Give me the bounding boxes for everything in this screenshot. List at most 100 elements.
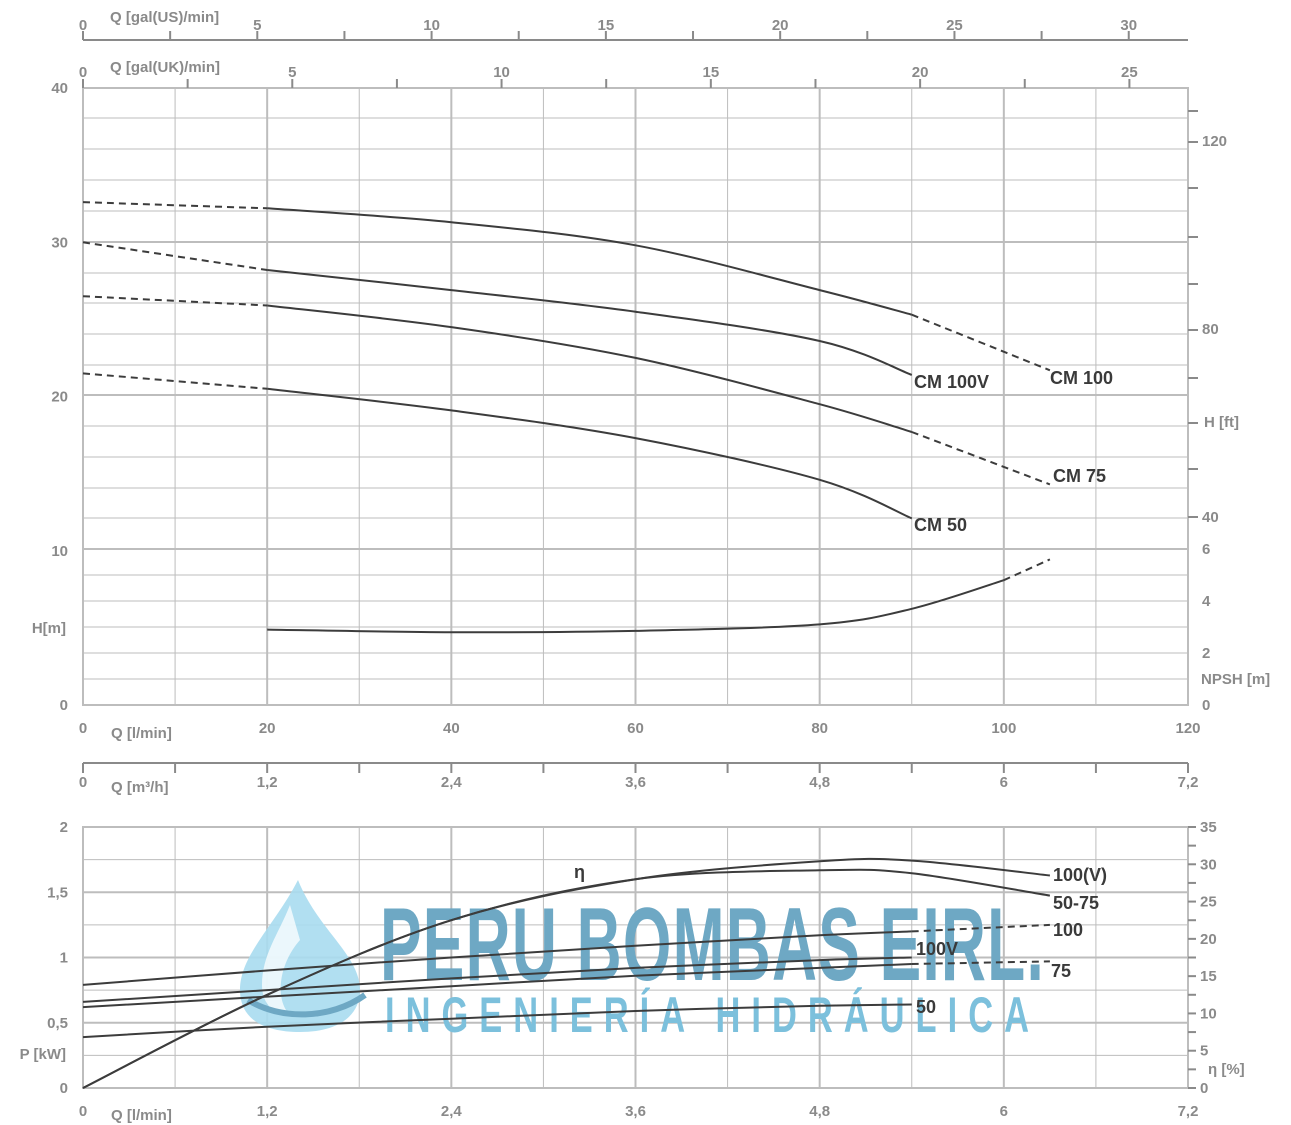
bottom-tick-label: 80 xyxy=(811,720,828,737)
right-head-axis-label: H [ft] xyxy=(1204,414,1239,431)
left-tick-label: 10 xyxy=(51,543,68,560)
left-tick-label: 40 xyxy=(51,80,68,97)
power-tick-label: 0 xyxy=(60,1080,68,1097)
bottom-tick-label: 120 xyxy=(1175,720,1200,737)
logo-wave xyxy=(246,992,367,1018)
curve-label-cm-100: CM 100 xyxy=(1050,368,1113,388)
left-tick-label: 20 xyxy=(51,389,68,406)
curve-label-cm-75: CM 75 xyxy=(1053,466,1106,486)
top-us-axis-label: Q [gal(US)/min] xyxy=(110,9,219,26)
curve2-label-100v: 100(V) xyxy=(1053,865,1107,885)
eff-tick-label: 30 xyxy=(1200,856,1217,873)
left-tick-label: 30 xyxy=(51,234,68,251)
top-uk-axis-label: Q [gal(UK)/min] xyxy=(110,59,220,76)
eff-tick-label: 15 xyxy=(1200,968,1217,985)
m3h-tick-label: 1,2 xyxy=(257,774,278,791)
head-curve-cm-100v xyxy=(267,269,913,376)
eff-tick-label: 25 xyxy=(1200,894,1217,911)
curve-label-cm-100v: CM 100V xyxy=(914,372,989,392)
top-us-tick-label: 5 xyxy=(253,17,261,34)
head-curve-cm-75 xyxy=(267,304,913,433)
watermark: PERU BOMBAS EIRL.INGENIERÍA HIDRÁULICA xyxy=(240,880,1043,1043)
top-us-tick-label: 30 xyxy=(1120,17,1137,34)
bottom2-tick-label: 7,2 xyxy=(1178,1103,1199,1120)
curve2-label-100: 100 xyxy=(1053,920,1083,940)
right-head-tick-label: 40 xyxy=(1202,509,1219,526)
npsh-tick-label: 2 xyxy=(1202,645,1210,662)
axes xyxy=(82,31,1198,1089)
top-us-tick-label: 10 xyxy=(423,17,440,34)
top-us-tick-label: 15 xyxy=(598,17,615,34)
power-curve-100 xyxy=(82,930,912,986)
bottom2-axis-label: Q [l/min] xyxy=(111,1107,172,1124)
head-curve-cm-100-dashed-end xyxy=(911,313,1051,372)
npsh-tick-label: 0 xyxy=(1202,697,1210,714)
head-curve-cm-75-dashed-end xyxy=(911,431,1051,486)
top-us-tick-label: 0 xyxy=(79,17,87,34)
bottom2-tick-label: 1,2 xyxy=(257,1103,278,1120)
npsh-axis-label: NPSH [m] xyxy=(1201,671,1270,688)
bottom-axis-label: Q [l/min] xyxy=(111,725,172,742)
right-head-tick-label: 80 xyxy=(1202,321,1219,338)
power-axis-label: P [kW] xyxy=(20,1046,66,1063)
top-uk-tick-label: 25 xyxy=(1121,64,1138,81)
eff-tick-label: 10 xyxy=(1200,1005,1217,1022)
m3h-tick-label: 7,2 xyxy=(1178,774,1199,791)
bottom-tick-label: 60 xyxy=(627,720,644,737)
power-curve-50 xyxy=(82,1003,912,1039)
npsh-curve xyxy=(267,579,1005,634)
eta-annotation: η xyxy=(574,862,585,882)
bottom2-tick-label: 3,6 xyxy=(625,1103,646,1120)
m3h-tick-label: 3,6 xyxy=(625,774,646,791)
watermark-subtitle: INGENIERÍA HIDRÁULICA xyxy=(385,987,1040,1043)
bottom2-tick-label: 0 xyxy=(79,1103,87,1120)
top-us-tick-label: 20 xyxy=(772,17,789,34)
head-curve-cm-100 xyxy=(267,207,913,316)
curve2-label-75: 75 xyxy=(1051,961,1071,981)
eff-axis-label: η [%] xyxy=(1208,1061,1245,1078)
logo-drop-highlight xyxy=(262,905,300,1015)
top-us-tick-label: 25 xyxy=(946,17,963,34)
m3h-tick-label: 2,4 xyxy=(441,774,463,791)
eff-tick-label: 5 xyxy=(1200,1043,1208,1060)
head-curve-cm-75-dashed-start xyxy=(82,295,268,307)
m3h-axis-label: Q [m³/h] xyxy=(111,779,169,796)
curve2-label-50-75: 50-75 xyxy=(1053,893,1099,913)
curve2-label-50: 50 xyxy=(916,997,936,1017)
power-tick-label: 0,5 xyxy=(47,1015,68,1032)
bottom2-tick-label: 4,8 xyxy=(809,1103,830,1120)
eff-tick-label: 35 xyxy=(1200,819,1217,836)
power-tick-label: 1 xyxy=(60,950,68,967)
right-head-tick-label: 120 xyxy=(1202,133,1227,150)
bottom2-tick-label: 6 xyxy=(1000,1103,1008,1120)
m3h-tick-label: 4,8 xyxy=(809,774,830,791)
bottom2-tick-label: 2,4 xyxy=(441,1103,463,1120)
npsh-curve-dashed-end xyxy=(1003,558,1051,582)
head-curve-cm-100-dashed-start xyxy=(82,201,268,210)
head-curve-cm-50-dashed-start xyxy=(82,372,268,390)
m3h-tick-label: 6 xyxy=(1000,774,1008,791)
head-curve-cm-50 xyxy=(267,387,913,520)
curves xyxy=(82,201,1051,1089)
npsh-tick-label: 6 xyxy=(1202,541,1210,558)
curve2-label-100v: 100V xyxy=(916,939,958,959)
power-tick-label: 2 xyxy=(60,819,68,836)
top-uk-tick-label: 20 xyxy=(912,64,929,81)
bottom-tick-label: 20 xyxy=(259,720,276,737)
power-tick-label: 1,5 xyxy=(47,884,68,901)
top-uk-tick-label: 10 xyxy=(493,64,510,81)
curve-label-cm-50: CM 50 xyxy=(914,515,967,535)
eff-tick-label: 20 xyxy=(1200,931,1217,948)
left-axis-label: H[m] xyxy=(32,620,66,637)
bottom-tick-label: 0 xyxy=(79,720,87,737)
bottom-tick-label: 100 xyxy=(991,720,1016,737)
head-curve-cm-100v-dashed-start xyxy=(82,241,268,271)
left-tick-label: 0 xyxy=(60,697,68,714)
eff-curve-50-75 xyxy=(82,868,1051,1089)
m3h-tick-label: 0 xyxy=(79,774,87,791)
power-curve-100v xyxy=(82,956,912,1003)
top-uk-tick-label: 5 xyxy=(288,64,296,81)
plot-border xyxy=(82,87,1189,706)
